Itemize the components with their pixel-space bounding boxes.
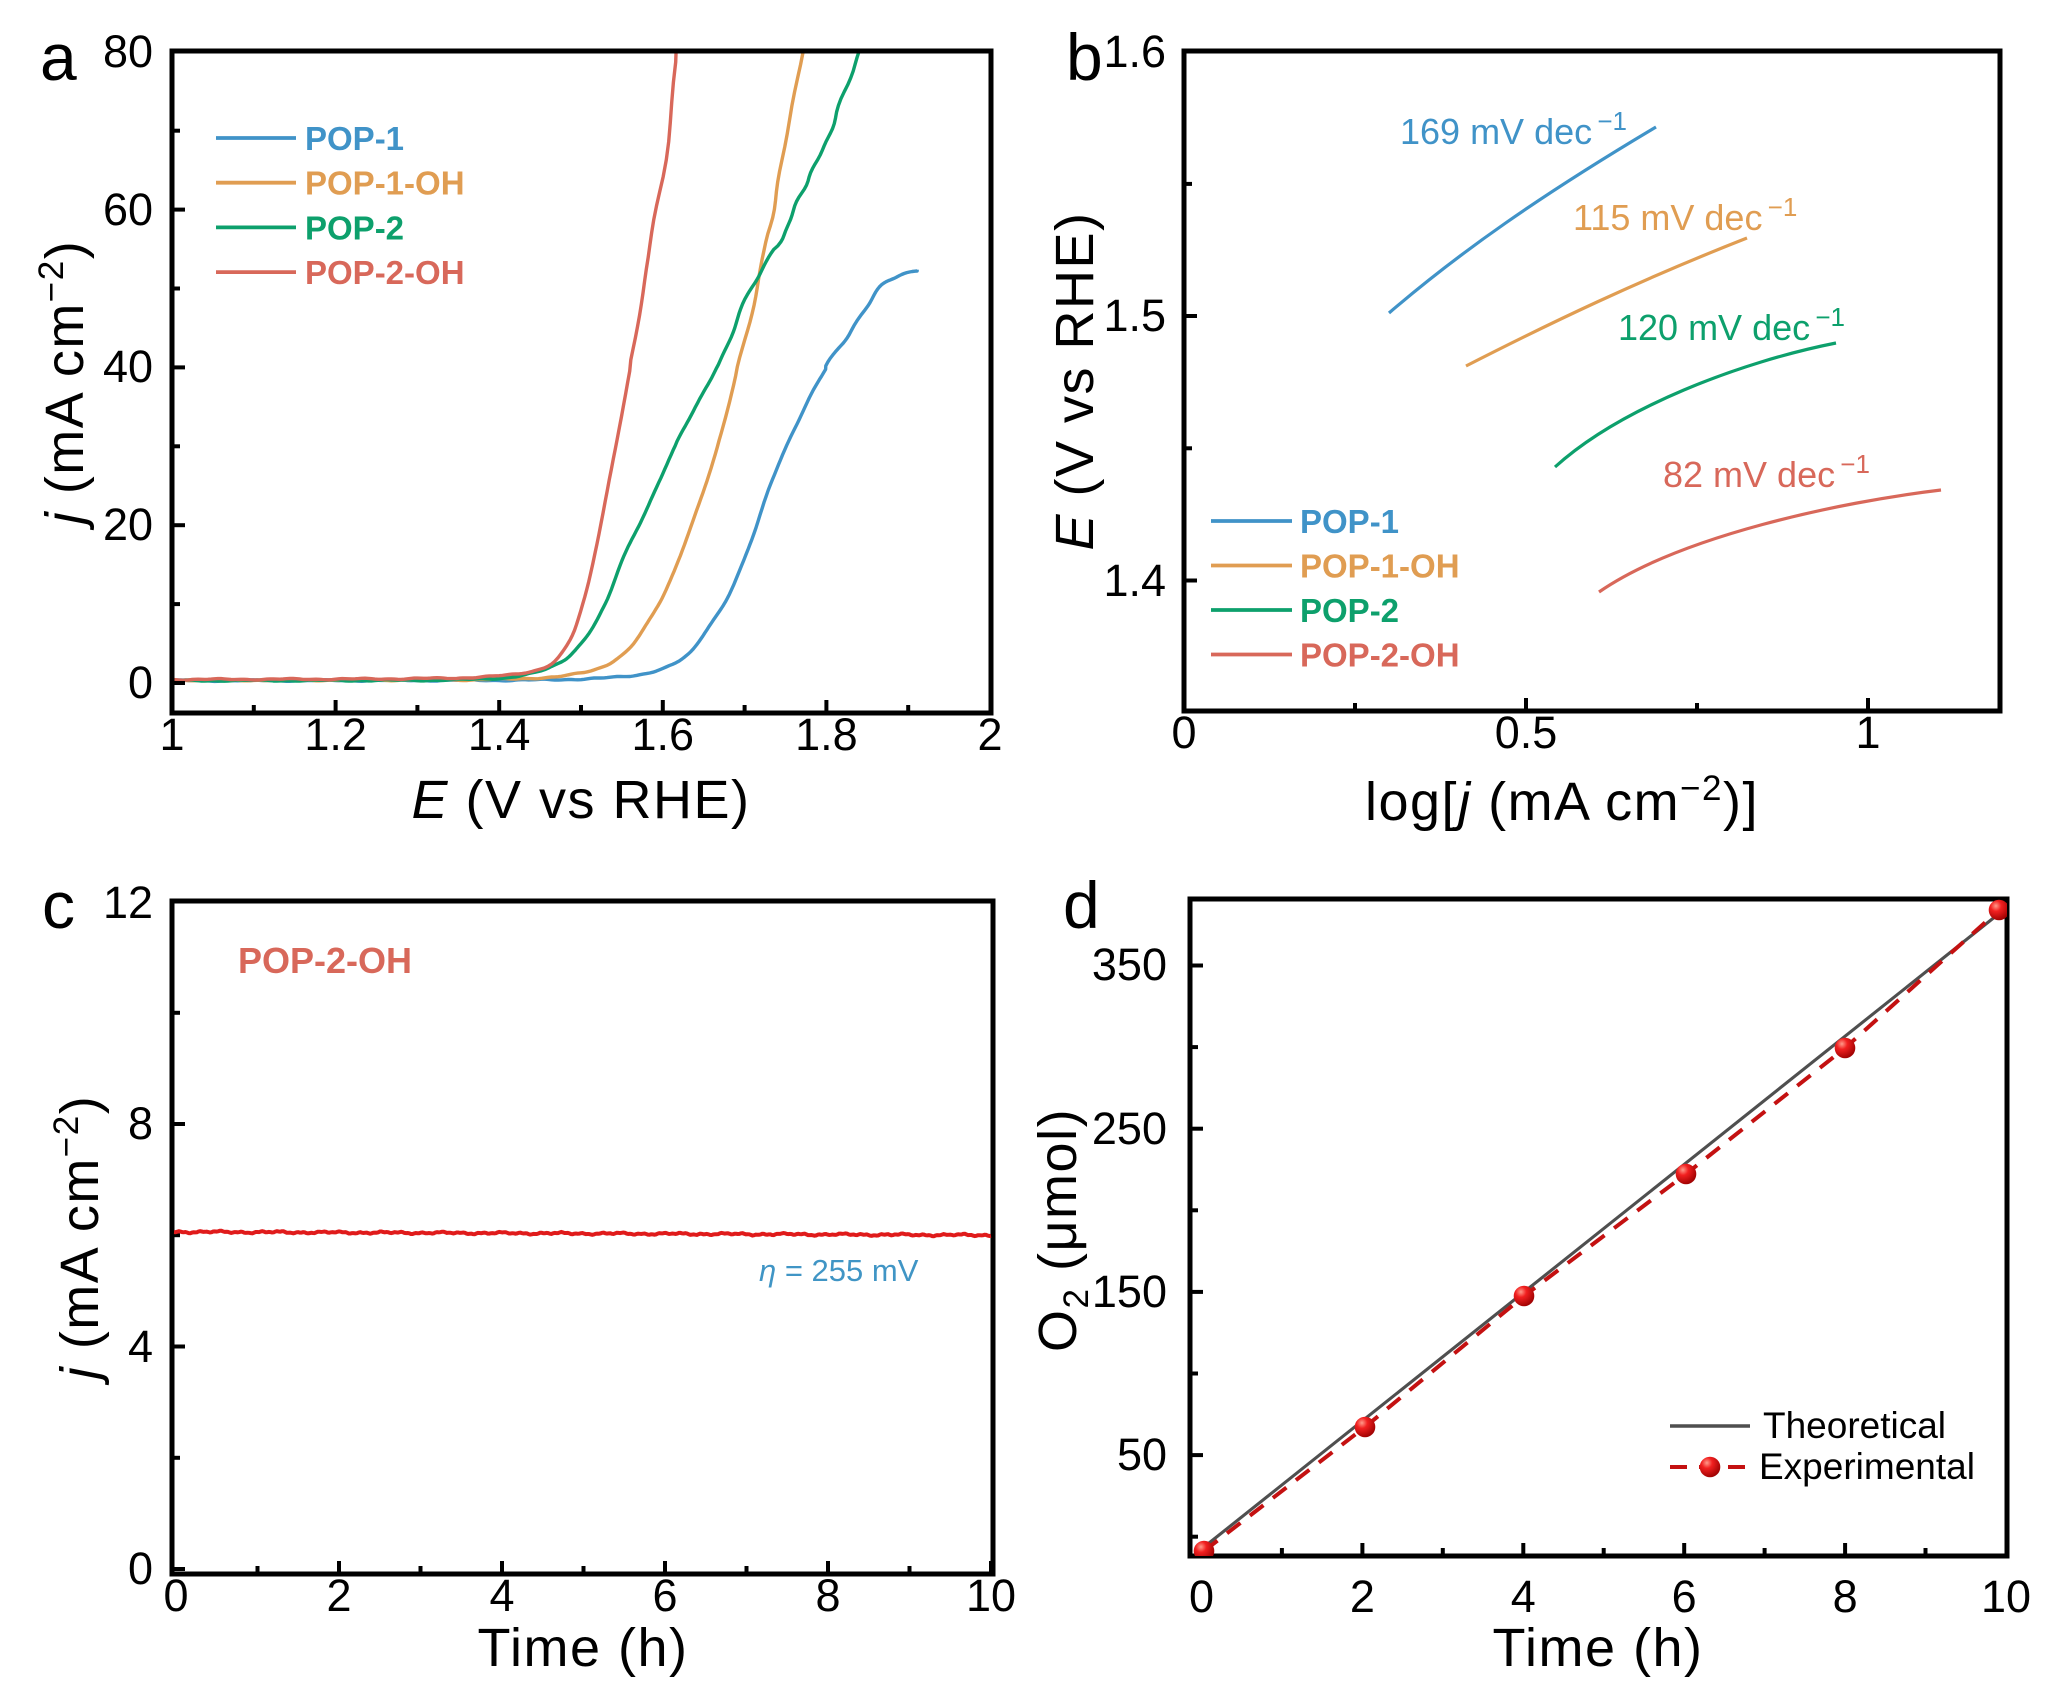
svg-text:2: 2 <box>977 709 1002 760</box>
svg-text:POP-1: POP-1 <box>1300 503 1399 540</box>
svg-text:Theoretical: Theoretical <box>1763 1405 1946 1446</box>
svg-text:8: 8 <box>128 1098 153 1149</box>
svg-text:169 mV dec −1: 169 mV dec −1 <box>1400 106 1627 152</box>
svg-text:60: 60 <box>103 184 153 235</box>
svg-text:1.5: 1.5 <box>1103 290 1166 341</box>
svg-text:1.8: 1.8 <box>795 709 858 760</box>
svg-text:0: 0 <box>128 1543 153 1594</box>
svg-text:POP-1: POP-1 <box>305 120 404 157</box>
svg-text:c: c <box>42 868 75 942</box>
svg-text:0: 0 <box>128 657 153 708</box>
svg-text:6: 6 <box>1672 1571 1697 1622</box>
svg-text:250: 250 <box>1092 1103 1167 1154</box>
svg-text:0: 0 <box>1189 1571 1214 1622</box>
svg-text:10: 10 <box>966 1570 1016 1621</box>
svg-text:1: 1 <box>1855 707 1880 758</box>
svg-text:POP-1-OH: POP-1-OH <box>305 165 465 202</box>
svg-text:12: 12 <box>103 877 153 928</box>
svg-text:Time (h): Time (h) <box>478 1618 689 1678</box>
svg-text:10: 10 <box>1981 1571 2031 1622</box>
svg-text:4: 4 <box>1511 1571 1536 1622</box>
svg-text:a: a <box>40 20 77 94</box>
svg-text:0: 0 <box>1171 707 1196 758</box>
svg-text:1.6: 1.6 <box>632 709 695 760</box>
svg-text:1: 1 <box>159 709 184 760</box>
svg-text:POP-1-OH: POP-1-OH <box>1300 548 1460 585</box>
svg-text:Experimental: Experimental <box>1759 1446 1975 1487</box>
svg-text:η = 255 mV: η = 255 mV <box>759 1253 919 1288</box>
svg-text:0.5: 0.5 <box>1495 707 1558 758</box>
svg-text:E (V vs RHE): E (V vs RHE) <box>1045 211 1105 550</box>
svg-text:POP-2-OH: POP-2-OH <box>1300 637 1460 674</box>
svg-text:b: b <box>1066 20 1103 94</box>
svg-text:2: 2 <box>1350 1571 1375 1622</box>
svg-text:O2 (μmol): O2 (μmol) <box>1028 1108 1096 1352</box>
svg-text:Time (h): Time (h) <box>1493 1618 1704 1678</box>
svg-text:POP-2: POP-2 <box>305 209 404 246</box>
svg-text:1.4: 1.4 <box>1103 555 1166 606</box>
svg-text:POP-2-OH: POP-2-OH <box>305 254 465 291</box>
svg-text:50: 50 <box>1117 1429 1167 1480</box>
svg-text:80: 80 <box>103 26 153 77</box>
svg-text:150: 150 <box>1092 1266 1167 1317</box>
svg-text:1.6: 1.6 <box>1103 26 1166 77</box>
svg-text:1.2: 1.2 <box>304 709 367 760</box>
svg-text:POP-2-OH: POP-2-OH <box>238 940 412 981</box>
svg-text:4: 4 <box>489 1570 514 1621</box>
svg-text:40: 40 <box>103 341 153 392</box>
svg-text:8: 8 <box>1833 1571 1858 1622</box>
svg-text:POP-2: POP-2 <box>1300 592 1399 629</box>
svg-text:6: 6 <box>652 1570 677 1621</box>
svg-text:350: 350 <box>1092 939 1167 990</box>
svg-text:d: d <box>1063 868 1100 942</box>
svg-text:8: 8 <box>815 1570 840 1621</box>
svg-text:1.4: 1.4 <box>468 709 531 760</box>
svg-text:120 mV dec −1: 120 mV dec −1 <box>1618 302 1845 348</box>
svg-text:20: 20 <box>103 499 153 550</box>
svg-text:4: 4 <box>128 1321 153 1372</box>
svg-text:E (V vs RHE): E (V vs RHE) <box>411 770 750 830</box>
svg-text:115 mV dec −1: 115 mV dec −1 <box>1573 192 1797 238</box>
svg-text:0: 0 <box>163 1570 188 1621</box>
svg-text:2: 2 <box>326 1570 351 1621</box>
